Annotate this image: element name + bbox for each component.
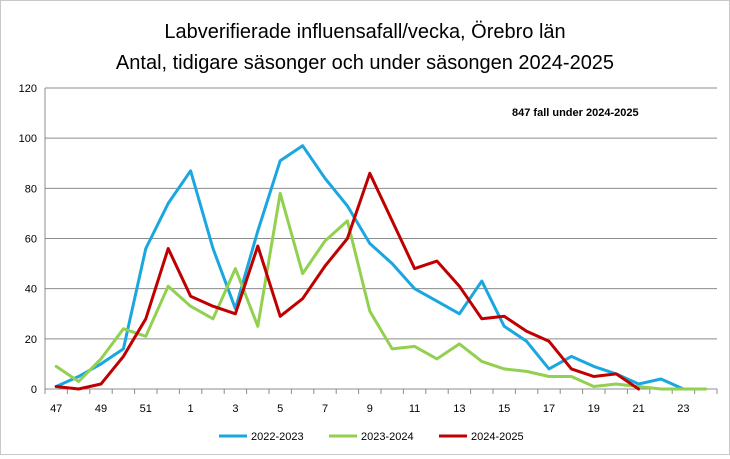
x-tick-label: 5 — [277, 403, 283, 415]
x-tick-label: 15 — [498, 403, 510, 415]
series-line-2024-2025 — [54, 171, 641, 391]
x-tick-label: 17 — [543, 403, 555, 415]
x-tick-label: 3 — [232, 403, 238, 415]
legend-label-2023-2024: 2023-2024 — [361, 431, 414, 443]
x-tick-label: 23 — [677, 403, 689, 415]
legend-label-2022-2023: 2022-2023 — [251, 431, 304, 443]
x-tick-label: 51 — [140, 403, 152, 415]
x-tick-label: 9 — [367, 403, 373, 415]
x-tick-label: 1 — [188, 403, 194, 415]
x-tick-label: 19 — [588, 403, 600, 415]
series-line-2023-2024 — [54, 191, 708, 391]
chart-title: Labverifierade influensafall/vecka, Öreb… — [164, 21, 565, 43]
x-tick-label: 11 — [409, 403, 420, 415]
x-tick-label: 49 — [95, 403, 107, 415]
x-tick-label: 21 — [632, 403, 644, 415]
y-tick-label: 60 — [25, 234, 37, 246]
y-tick-label: 80 — [25, 183, 37, 195]
y-tick-label: 20 — [25, 334, 37, 346]
y-tick-label: 120 — [19, 83, 37, 95]
x-tick-label: 47 — [50, 403, 62, 415]
series-line-2022-2023 — [54, 144, 685, 391]
y-tick-label: 100 — [19, 133, 37, 145]
legend-label-2024-2025: 2024-2025 — [471, 431, 524, 443]
y-tick-label: 40 — [25, 284, 37, 296]
chart-subtitle: Antal, tidigare säsonger och under säson… — [116, 52, 614, 74]
x-tick-label: 13 — [453, 403, 465, 415]
y-tick-label: 0 — [31, 384, 37, 396]
x-tick-label: 7 — [322, 403, 328, 415]
chart-annotation: 847 fall under 2024-2025 — [512, 107, 639, 119]
